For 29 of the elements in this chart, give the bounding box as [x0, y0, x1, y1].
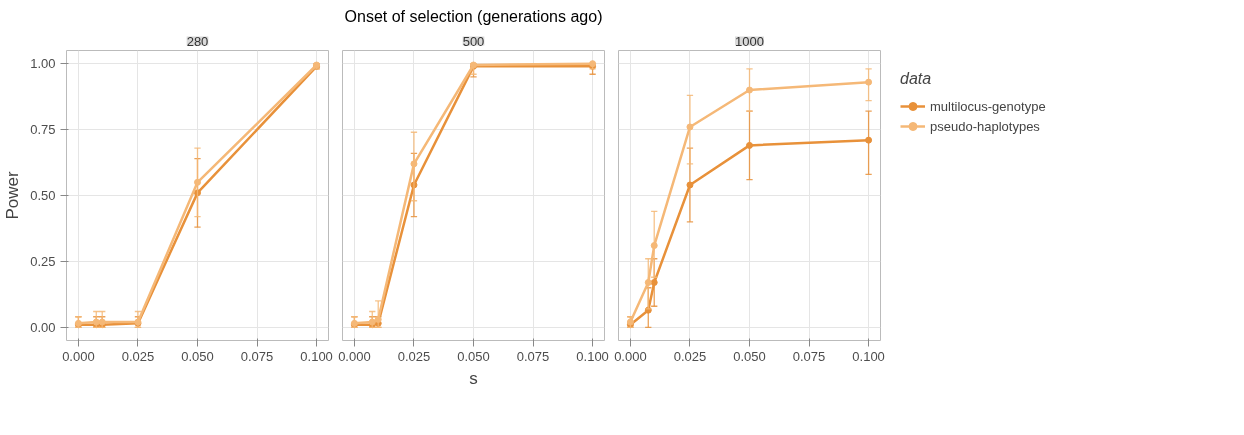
x-tick-label: 0.000 — [614, 348, 647, 364]
y-tick-label: 0.25 — [30, 253, 56, 269]
y-tick-label: 1.00 — [30, 56, 56, 72]
legend-label: pseudo-haplotypes — [930, 118, 1040, 134]
x-tick-label: 0.000 — [338, 348, 371, 364]
y-tick-label: 0.50 — [30, 188, 56, 203]
x-tick-label: 0.025 — [397, 348, 431, 364]
x-tick-label: 0.050 — [733, 348, 766, 364]
x-tick-label: 0.100 — [300, 348, 333, 364]
legend-label: multilocus-genotype — [930, 98, 1046, 114]
y-tick-label: 0.00 — [30, 319, 56, 335]
chart-title: 1000 — [735, 33, 764, 49]
x-tick-label: 0.100 — [852, 348, 885, 364]
chart-title: 500 — [462, 33, 485, 49]
x-axis-title: s — [469, 368, 478, 388]
x-tick-label: 0.075 — [516, 348, 550, 364]
y-tick-label: 0.75 — [30, 122, 56, 138]
x-tick-label: 0.050 — [181, 348, 214, 364]
x-tick-label: 0.000 — [62, 348, 95, 364]
x-tick-label: 0.075 — [240, 348, 274, 364]
x-tick-label: 0.100 — [576, 348, 609, 364]
x-tick-label: 0.075 — [792, 348, 826, 364]
legend-title: data — [900, 70, 933, 88]
chart-title: 280 — [186, 33, 209, 49]
x-tick-label: 0.025 — [673, 348, 707, 364]
chart-subtitle: Onset of selection (generations ago) — [344, 7, 603, 25]
x-tick-label: 0.025 — [121, 348, 155, 364]
y-axis-title: Power — [3, 171, 23, 220]
x-tick-label: 0.050 — [457, 348, 490, 364]
